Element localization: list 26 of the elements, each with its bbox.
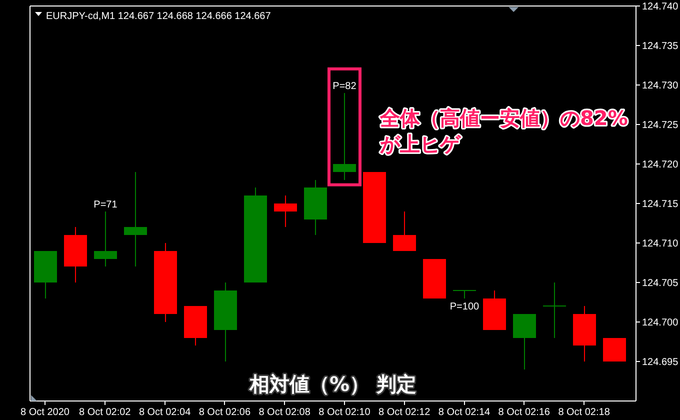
- y-tick-label: 124.735: [642, 41, 679, 52]
- y-tick-label: 124.730: [642, 80, 679, 92]
- y-tick-label: 124.700: [642, 318, 679, 328]
- x-tick-label: 8 Oct 2020: [20, 407, 70, 418]
- x-tick-label: 8 Oct 02:18: [558, 407, 610, 418]
- y-tick-label: 124.710: [642, 238, 679, 250]
- x-tick-label: 8 Oct 02:12: [378, 407, 431, 418]
- annotation: P=100: [450, 301, 480, 312]
- x-tick-label: 8 Oct 02:16: [498, 407, 550, 418]
- y-tick-label: 124.740: [642, 2, 679, 12]
- text: 相対値（%） 判定: [248, 372, 417, 396]
- x-tick-label: 8 Oct 02:10: [318, 407, 371, 418]
- y-tick-label: 124.720: [642, 160, 679, 170]
- y-tick-label: 124.695: [642, 357, 679, 368]
- annotation: P=82: [332, 80, 357, 92]
- y-tick-label: 124.705: [642, 278, 679, 289]
- annotation: 全体（高値ー安値）の82% が上ヒゲ: [380, 106, 628, 156]
- annotation: P=71: [94, 199, 118, 210]
- x-tick-label: 8 Oct 02:04: [138, 407, 192, 418]
- x-tick-label: 8 Oct 02:02: [79, 407, 132, 418]
- y-tick-label: 124.715: [642, 199, 679, 210]
- x-tick-label: 8 Oct 02:08: [258, 407, 311, 418]
- text: EURJPY-cd,M1 124.667 124.668 124.666 124.667: [46, 11, 272, 22]
- y-tick-label: 124.725: [642, 120, 679, 131]
- x-tick-label: 8 Oct 02:14: [438, 407, 491, 418]
- x-tick-label: 8 Oct 02:06: [198, 407, 251, 418]
